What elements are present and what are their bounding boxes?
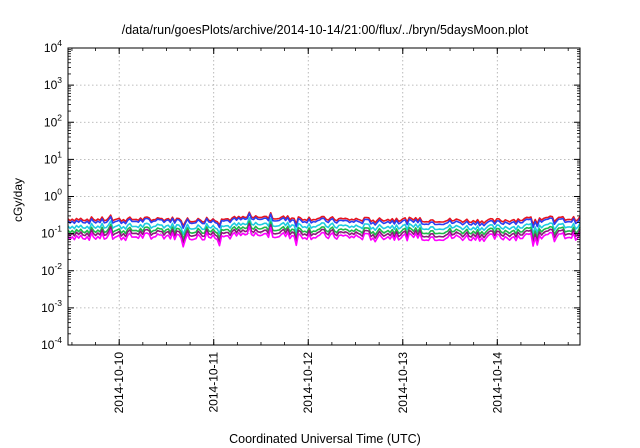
series-line-3 <box>67 217 581 236</box>
y-axis-label: cGy/day <box>11 178 25 222</box>
x-axis-label: Coordinated Universal Time (UTC) <box>229 432 421 446</box>
series-group <box>67 211 581 248</box>
x-tick-label: 2014-10-12 <box>301 352 315 414</box>
plot-frame <box>67 47 581 346</box>
y-tick-label: 10-2 <box>41 261 62 278</box>
series-line-6 <box>67 225 581 248</box>
y-tick-label: 102 <box>44 112 62 129</box>
y-tick-label: 10-3 <box>41 298 62 315</box>
y-tick-label: 101 <box>44 149 62 166</box>
series-line-4 <box>67 220 581 240</box>
y-tick-label: 10-4 <box>41 335 62 352</box>
grid <box>68 48 580 345</box>
y-tick-label: 104 <box>44 38 62 55</box>
y-tick-label: 10-1 <box>41 224 62 241</box>
x-tick-label: 2014-10-14 <box>490 352 504 414</box>
y-tick-label: 100 <box>44 187 62 204</box>
x-tick-label: 2014-10-10 <box>112 352 126 414</box>
series-line-5 <box>67 222 581 244</box>
series-line-2 <box>67 212 581 229</box>
y-tick-label: 103 <box>44 75 62 92</box>
x-tick-label: 2014-10-11 <box>207 352 221 413</box>
chart-title: /data/run/goesPlots/archive/2014-10-14/2… <box>122 23 529 37</box>
series-line-1 <box>67 211 581 227</box>
axes: 10-4 10-3 10-2 10-1 100 101 102 103 104 2014-10-1… <box>41 38 581 414</box>
x-tick-label: 2014-10-13 <box>396 352 410 414</box>
